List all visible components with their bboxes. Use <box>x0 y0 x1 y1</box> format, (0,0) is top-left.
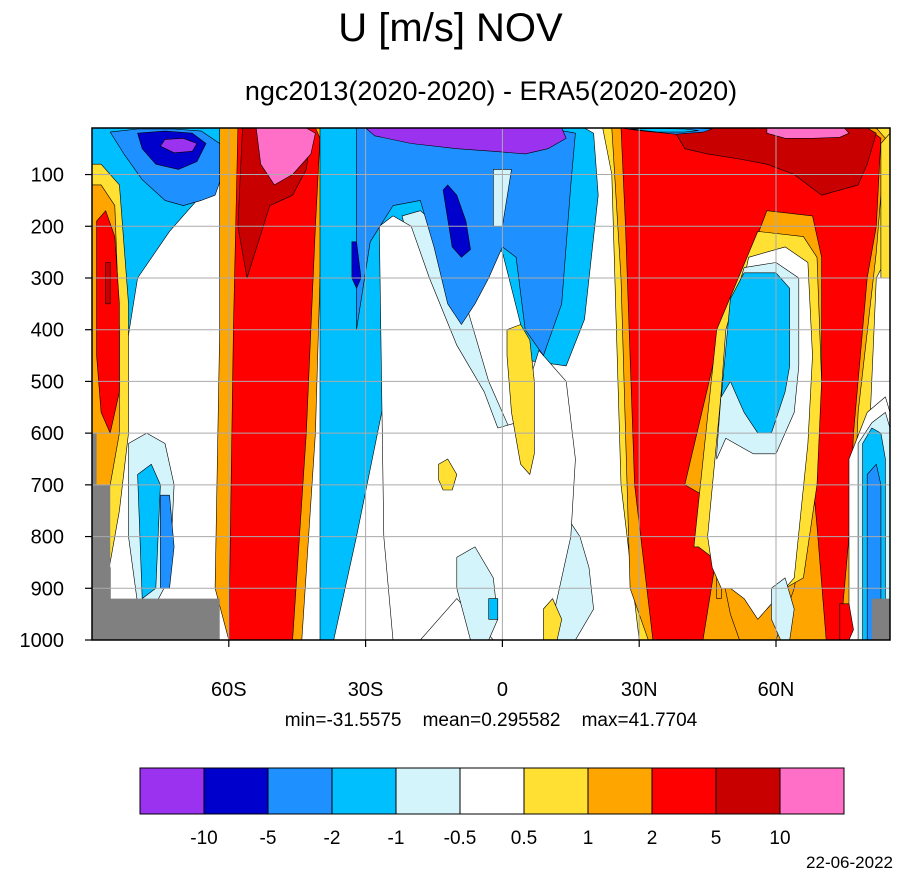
contour-region-3 <box>160 138 198 154</box>
colorbar-label: 1 <box>583 828 594 849</box>
colorbar-label: 10 <box>769 828 790 849</box>
colorbar-swatch-10 <box>779 767 845 815</box>
x-tick-label: 60N <box>758 679 795 701</box>
contour-region-27 <box>438 458 458 491</box>
contour-region-25 <box>488 598 499 620</box>
contour-region-48 <box>880 132 890 279</box>
colorbar-label: -10 <box>190 828 217 849</box>
y-tick-label: 300 <box>31 268 64 290</box>
colorbar-swatch-2 <box>267 767 333 815</box>
colorbar-swatch-7 <box>587 767 653 815</box>
x-tick-label: 30S <box>348 679 384 701</box>
missing-data-2 <box>871 598 890 640</box>
stat-mean: mean=0.295582 <box>422 710 561 731</box>
y-tick-label: 100 <box>31 165 64 187</box>
y-tick-label: 800 <box>31 527 64 549</box>
date-stamp: 22-06-2022 <box>806 853 893 872</box>
plot-frame <box>91 127 891 641</box>
contour-region-22 <box>365 128 567 155</box>
colorbar-label: 0.5 <box>511 828 537 849</box>
colorbar-swatch-0 <box>139 767 205 815</box>
contour-region-47 <box>839 603 854 640</box>
colorbar-swatch-6 <box>523 767 589 815</box>
stat-max: max=41.7704 <box>581 710 698 731</box>
colorbar-swatch-8 <box>651 767 717 815</box>
missing-data-1 <box>92 433 97 485</box>
colorbar-swatch-5 <box>459 767 525 815</box>
colorbar-label: -1 <box>388 828 405 849</box>
x-tick-label: 0 <box>497 679 508 701</box>
y-tick-label: 600 <box>31 423 64 445</box>
y-tick-label: 700 <box>31 475 64 497</box>
contour-regions <box>92 128 890 640</box>
x-tick-label: 30N <box>621 679 658 701</box>
y-tick-label: 1000 <box>20 630 65 652</box>
missing-data-0 <box>92 484 220 640</box>
y-axis: 100 200 300 400 500 600 700 800 900 1000 <box>20 165 92 652</box>
colorbar-label: -0.5 <box>444 828 477 849</box>
contour-region-20 <box>442 184 471 258</box>
contour-region-10 <box>105 262 111 305</box>
contour-region-41 <box>720 272 791 434</box>
chart-subtitle: ngc2013(2020-2020) - ERA5(2020-2020) <box>244 76 738 106</box>
contour-region-21 <box>351 241 362 289</box>
contour-region-6 <box>160 494 175 589</box>
x-axis: 60S 30S 0 30N 60N <box>211 640 794 701</box>
colorbar-label: -5 <box>260 828 277 849</box>
y-tick-label: 400 <box>31 320 64 342</box>
y-tick-label: 500 <box>31 371 64 393</box>
contour-region-24 <box>456 546 499 640</box>
contour-region-46 <box>866 463 882 640</box>
colorbar-swatch-3 <box>331 767 397 815</box>
contour-region-42 <box>771 577 795 640</box>
colorbar-swatch-4 <box>395 767 461 815</box>
contour-region-26 <box>506 324 535 475</box>
y-tick-label: 900 <box>31 578 64 600</box>
contour-region-33 <box>766 128 850 139</box>
contour-region-9 <box>96 210 120 434</box>
colorbar-swatch-9 <box>715 767 781 815</box>
contour-region-18 <box>378 215 576 640</box>
stat-min: min=-31.5575 <box>284 710 402 731</box>
x-tick-label: 60S <box>211 679 247 701</box>
colorbar-label: 5 <box>711 828 722 849</box>
colorbar: -10 -5 -2 -1 -0.5 0.5 1 2 5 10 <box>139 767 845 849</box>
chart-title: U [m/s] NOV <box>338 6 563 50</box>
plot-border <box>91 127 891 641</box>
colorbar-swatch-1 <box>203 767 269 815</box>
contour-region-28 <box>543 598 563 640</box>
contour-region-15 <box>255 128 316 186</box>
y-tick-label: 200 <box>31 216 64 238</box>
colorbar-label: -2 <box>324 828 341 849</box>
stats-line: min=-31.5575 mean=0.295582 max=41.7704 <box>92 710 890 732</box>
colorbar-label: 2 <box>647 828 658 849</box>
